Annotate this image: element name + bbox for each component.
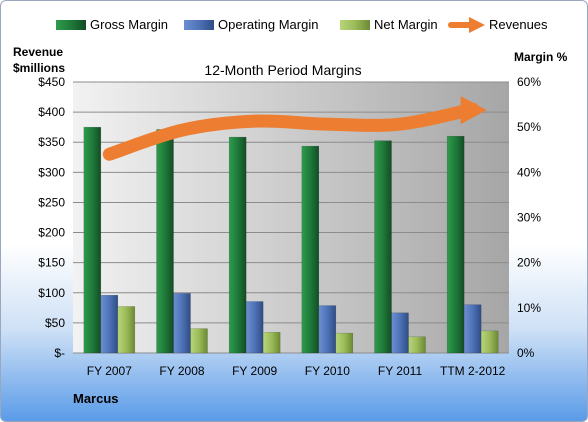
revenue-line bbox=[102, 102, 480, 161]
operating-margin-bar bbox=[245, 301, 264, 354]
legend-label-net-margin: Net Margin bbox=[374, 17, 438, 32]
y-right-ticks: 0% 10% 20% 30% 40% 50% 60% bbox=[517, 75, 541, 360]
y-left-tick-label: $200 bbox=[38, 226, 65, 240]
legend-swatch-operating-margin bbox=[184, 20, 214, 30]
gross-margin-bar bbox=[83, 126, 102, 354]
legend-swatch-revenues bbox=[448, 17, 485, 33]
gross-margin-bar bbox=[446, 135, 465, 354]
revenue-line-layer bbox=[102, 96, 487, 161]
y-left-tick-label: $50 bbox=[45, 316, 65, 330]
y-left-tick-label: $400 bbox=[38, 105, 65, 119]
y-left-tick-label: $350 bbox=[38, 135, 65, 149]
operating-margin-bar bbox=[318, 305, 337, 354]
operating-margin-bar bbox=[173, 293, 191, 354]
net-margin-bar bbox=[335, 332, 354, 354]
x-tick-label: FY 2011 bbox=[378, 364, 423, 378]
x-ticks: FY 2007 FY 2008 FY 2009 FY 2010 FY 2011 TTM 2… bbox=[87, 364, 506, 378]
y-right-tick-label: 0% bbox=[517, 346, 535, 360]
operating-margin-bar bbox=[463, 304, 482, 354]
y-left-tick-label: $150 bbox=[38, 256, 65, 270]
chart-title: 12-Month Period Margins bbox=[204, 62, 361, 78]
gross-margin-bar bbox=[374, 140, 392, 354]
net-margin-bar bbox=[408, 336, 426, 354]
revenue-arrow-head bbox=[460, 96, 487, 125]
y-left-title-line1: Revenue bbox=[13, 45, 63, 59]
net-margin-bar bbox=[262, 331, 281, 354]
legend-swatch-net-margin bbox=[340, 20, 370, 30]
y-right-tick-label: 10% bbox=[517, 301, 541, 315]
y-left-tick-label: $250 bbox=[38, 195, 65, 209]
x-tick-label: FY 2007 bbox=[87, 364, 132, 378]
y-left-tick-label: $100 bbox=[38, 286, 65, 300]
legend-swatch-gross-margin bbox=[56, 20, 86, 30]
gross-margin-bar bbox=[228, 136, 247, 354]
legend: Gross Margin Operating Margin Net Margin… bbox=[56, 17, 548, 33]
y-left-tick-label: $- bbox=[54, 346, 65, 360]
net-margin-bar bbox=[480, 330, 499, 354]
operating-margin-bar bbox=[100, 294, 119, 354]
gross-margin-bar bbox=[156, 129, 174, 354]
gross-margin-bar bbox=[301, 145, 320, 354]
x-tick-label: FY 2010 bbox=[305, 364, 350, 378]
x-tick-label: FY 2008 bbox=[159, 364, 204, 378]
net-margin-bar bbox=[190, 328, 208, 354]
bars bbox=[83, 126, 499, 354]
y-left-title-line2: $millions bbox=[13, 61, 65, 75]
y-left-tick-label: $300 bbox=[38, 165, 65, 179]
legend-label-operating-margin: Operating Margin bbox=[218, 17, 318, 32]
y-right-tick-label: 30% bbox=[517, 211, 541, 225]
y-right-tick-label: 40% bbox=[517, 165, 541, 179]
operating-margin-bar bbox=[391, 312, 409, 354]
x-tick-label: TTM 2-2012 bbox=[440, 364, 506, 378]
legend-label-revenues: Revenues bbox=[489, 17, 548, 32]
y-left-tick-label: $450 bbox=[38, 75, 65, 89]
y-right-tick-label: 50% bbox=[517, 120, 541, 134]
y-right-tick-label: 60% bbox=[517, 75, 541, 89]
y-left-ticks: $- $50 $100 $150 $200 $250 $300 $350 $400 $450 bbox=[38, 75, 65, 360]
x-tick-label: FY 2009 bbox=[232, 364, 277, 378]
y-right-title: Margin % bbox=[514, 50, 568, 64]
legend-label-gross-margin: Gross Margin bbox=[90, 17, 168, 32]
net-margin-bar bbox=[117, 306, 136, 354]
footer-label: Marcus bbox=[73, 391, 119, 406]
y-right-tick-label: 20% bbox=[517, 256, 541, 270]
